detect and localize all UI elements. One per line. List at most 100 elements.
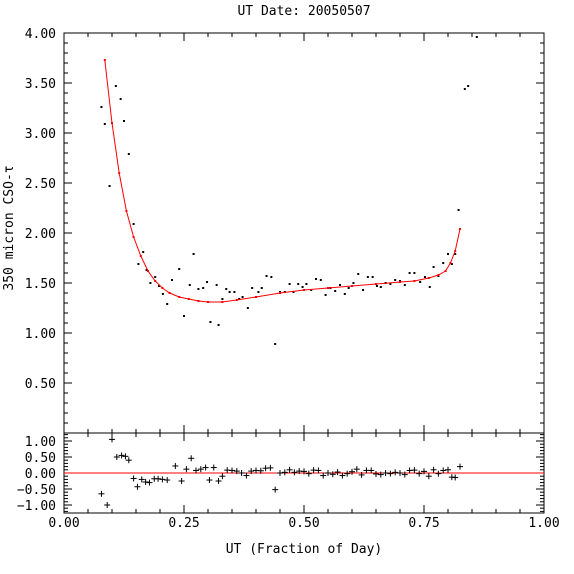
data-point — [475, 36, 478, 38]
data-point — [423, 276, 426, 278]
data-point — [137, 263, 140, 265]
residual-point — [440, 467, 447, 474]
data-point — [274, 343, 277, 345]
residual-point — [320, 472, 327, 479]
y-axis-label: 350 micron CSO-τ — [2, 165, 17, 290]
residual-point — [229, 467, 235, 474]
residual-point — [109, 436, 115, 443]
chart-title: UT Date: 20050507 — [237, 4, 370, 19]
y-tick-label: 1.50 — [25, 277, 56, 292]
data-point — [103, 123, 106, 125]
fit-point — [375, 283, 377, 285]
data-point — [161, 293, 164, 295]
residual-point — [155, 475, 162, 482]
fit-point — [154, 280, 157, 282]
fit-point — [139, 255, 142, 257]
y-tick-label: 4.00 — [25, 27, 56, 42]
data-point — [343, 293, 346, 295]
residual-point — [382, 470, 389, 476]
data-point — [123, 120, 125, 122]
data-point — [100, 106, 103, 108]
residual-point — [183, 466, 190, 473]
data-point — [357, 273, 360, 275]
residual-point — [368, 467, 375, 474]
data-point — [265, 275, 268, 277]
resid-y-tick-label: 0.50 — [25, 451, 56, 466]
resid-y-tick-label: −1.00 — [17, 499, 56, 514]
resid-y-tick-label: 0.00 — [25, 467, 56, 482]
residual-point — [248, 468, 255, 475]
data-point — [209, 321, 212, 323]
data-point — [457, 209, 460, 211]
residual-point — [339, 472, 346, 479]
data-point — [463, 88, 466, 90]
data-point — [114, 85, 117, 87]
residual-point — [142, 478, 149, 485]
residual-point — [421, 468, 427, 475]
data-point — [454, 253, 457, 255]
fit-point — [161, 287, 164, 289]
residual-point — [315, 467, 322, 474]
residual-point — [164, 477, 171, 484]
residual-point — [281, 469, 288, 476]
data-point — [442, 262, 445, 264]
fit-point — [444, 270, 447, 272]
y-tick-label: 0.50 — [25, 377, 56, 392]
data-point — [221, 298, 224, 300]
data-point — [132, 223, 135, 225]
residual-point — [206, 477, 213, 484]
data-point — [228, 291, 231, 293]
x-tick-label: 0.25 — [168, 516, 199, 531]
resid-y-tick-label: −0.50 — [17, 483, 56, 498]
y-tick-label: 3.00 — [25, 127, 56, 142]
x-tick-label: 1.00 — [528, 516, 559, 531]
data-point — [192, 253, 195, 255]
data-point — [149, 282, 152, 284]
residual-point — [134, 483, 141, 490]
data-point — [375, 285, 378, 287]
y-tick-label: 2.00 — [25, 227, 56, 242]
residual-point — [329, 471, 336, 478]
fit-point — [279, 292, 281, 294]
residual-point — [301, 468, 307, 475]
fit-point — [427, 277, 430, 279]
x-tick-label: 0.75 — [408, 516, 439, 531]
data-point — [324, 294, 327, 296]
data-point — [270, 276, 273, 278]
residual-point — [344, 470, 351, 477]
data-point — [166, 303, 169, 305]
y-tick-label: 2.50 — [25, 177, 56, 192]
x-tick-label: 0.50 — [288, 516, 319, 531]
residual-point — [457, 463, 463, 470]
residual-point — [104, 502, 111, 508]
residual-point — [243, 472, 250, 479]
residual-point — [377, 471, 384, 478]
main-plot-frame — [63, 32, 545, 434]
residual-point — [358, 471, 365, 478]
residual-point — [411, 467, 418, 474]
data-point — [154, 276, 157, 278]
data-point — [233, 291, 236, 293]
residual-point — [118, 452, 125, 459]
residual-point — [202, 464, 209, 471]
data-point — [225, 288, 228, 290]
data-point — [366, 276, 369, 278]
residual-point — [277, 470, 283, 476]
data-point — [339, 284, 341, 286]
data-point — [467, 85, 470, 87]
residual-point — [416, 470, 423, 477]
fit-point — [207, 301, 209, 303]
data-point — [371, 276, 374, 278]
fit-point — [351, 285, 353, 287]
residual-point — [392, 469, 399, 476]
data-point — [450, 263, 453, 265]
residual-point — [272, 486, 279, 493]
data-point — [334, 290, 337, 292]
fit-point — [413, 280, 416, 282]
fit-point — [178, 296, 181, 298]
y-tick-label: 3.50 — [25, 77, 56, 92]
fit-point — [118, 172, 121, 174]
data-point — [394, 279, 397, 281]
fit-point — [187, 298, 190, 300]
residual-point — [425, 473, 432, 480]
